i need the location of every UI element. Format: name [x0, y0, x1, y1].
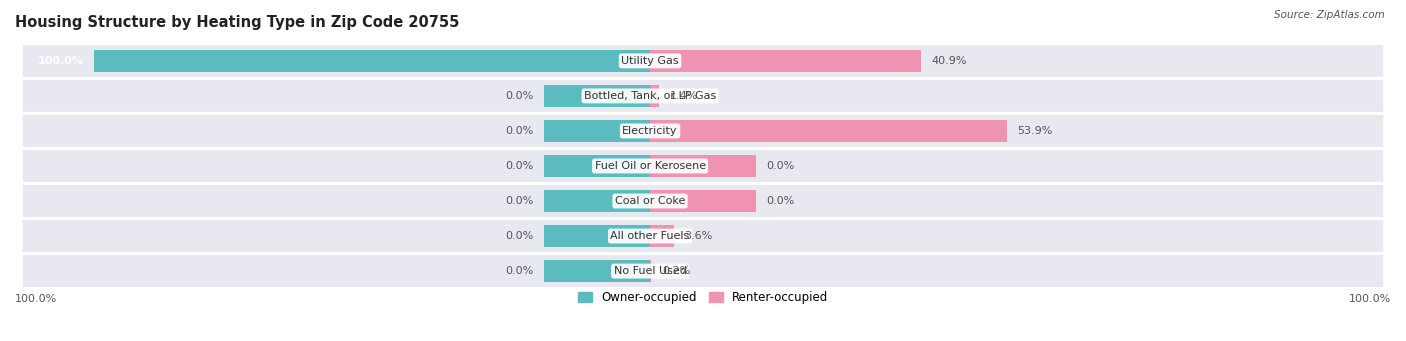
Text: 3.6%: 3.6% — [685, 231, 713, 241]
Text: 40.9%: 40.9% — [931, 56, 967, 66]
Bar — [544, 85, 650, 107]
Text: 0.0%: 0.0% — [505, 91, 534, 101]
Bar — [650, 225, 673, 247]
FancyBboxPatch shape — [21, 254, 1385, 288]
Text: 0.2%: 0.2% — [662, 266, 690, 276]
Text: 0.0%: 0.0% — [505, 231, 534, 241]
Bar — [544, 260, 650, 282]
FancyBboxPatch shape — [21, 114, 1385, 148]
FancyBboxPatch shape — [21, 78, 1385, 113]
Bar — [544, 225, 650, 247]
Text: Electricity: Electricity — [623, 126, 678, 136]
Text: Bottled, Tank, or LP Gas: Bottled, Tank, or LP Gas — [583, 91, 716, 101]
Text: 0.0%: 0.0% — [505, 196, 534, 206]
Bar — [650, 155, 756, 177]
Text: 0.0%: 0.0% — [505, 266, 534, 276]
Text: 0.0%: 0.0% — [766, 161, 794, 171]
Text: 0.0%: 0.0% — [766, 196, 794, 206]
Text: Utility Gas: Utility Gas — [621, 56, 679, 66]
Legend: Owner-occupied, Renter-occupied: Owner-occupied, Renter-occupied — [572, 286, 834, 308]
Text: 100.0%: 100.0% — [15, 294, 58, 304]
Text: 53.9%: 53.9% — [1017, 126, 1053, 136]
Text: Coal or Coke: Coal or Coke — [614, 196, 685, 206]
Bar — [650, 85, 659, 107]
Text: 100.0%: 100.0% — [1348, 294, 1391, 304]
Text: No Fuel Used: No Fuel Used — [613, 266, 686, 276]
FancyBboxPatch shape — [21, 44, 1385, 78]
Bar — [544, 155, 650, 177]
Bar — [650, 50, 921, 72]
Text: Source: ZipAtlas.com: Source: ZipAtlas.com — [1274, 10, 1385, 20]
Text: 0.0%: 0.0% — [505, 126, 534, 136]
Text: 0.0%: 0.0% — [505, 161, 534, 171]
FancyBboxPatch shape — [21, 184, 1385, 218]
Text: Fuel Oil or Kerosene: Fuel Oil or Kerosene — [595, 161, 706, 171]
Bar — [94, 50, 650, 72]
Bar — [544, 120, 650, 142]
Bar — [650, 190, 756, 212]
Text: 100.0%: 100.0% — [38, 56, 84, 66]
Text: Housing Structure by Heating Type in Zip Code 20755: Housing Structure by Heating Type in Zip… — [15, 15, 460, 30]
Bar — [544, 190, 650, 212]
Bar — [650, 120, 1007, 142]
FancyBboxPatch shape — [21, 219, 1385, 253]
Text: 1.4%: 1.4% — [669, 91, 699, 101]
FancyBboxPatch shape — [21, 149, 1385, 183]
Text: All other Fuels: All other Fuels — [610, 231, 690, 241]
